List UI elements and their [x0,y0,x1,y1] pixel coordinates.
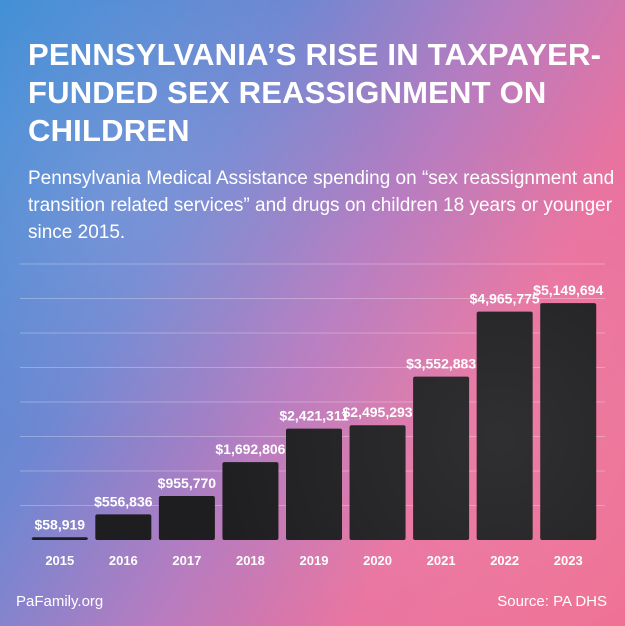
page-title: PENNSYLVANIA’S RISE IN TAXPAYER-FUNDED S… [28,37,602,148]
category-label-2018: 2018 [236,553,265,568]
bar-2017 [158,496,215,540]
category-label-2022: 2022 [490,553,519,568]
value-label-2016: $556,836 [94,493,153,509]
category-label-2016: 2016 [109,553,138,568]
value-label-2022: $4,965,775 [470,291,540,307]
category-label-2020: 2020 [363,553,392,568]
bar-2018 [222,462,279,540]
value-label-2017: $955,770 [158,475,217,491]
bar-2020 [349,425,406,540]
value-label-2021: $3,552,883 [406,356,476,372]
bar-2019 [286,428,342,540]
value-label-2023: $5,149,694 [533,282,603,298]
value-label-2019: $2,421,311 [279,408,349,424]
category-label-2015: 2015 [45,553,74,568]
bar-2021 [413,376,470,540]
value-label-2018: $1,692,806 [215,441,285,457]
category-label-2019: 2019 [300,553,329,568]
value-label-2020: $2,495,293 [343,404,413,420]
website-label: PaFamily.org [16,593,104,610]
bar-2022 [476,311,533,540]
page-subtitle: Pennsylvania Medical Assistance spending… [28,168,615,243]
source-label: Source: PA DHS [497,593,607,610]
bar-2023 [540,303,597,540]
bar-2015 [31,537,88,540]
bar-2016 [95,514,152,540]
category-label-2021: 2021 [427,553,456,568]
value-label-2015: $58,919 [34,516,85,532]
category-label-2017: 2017 [172,553,201,568]
category-label-2023: 2023 [554,553,583,568]
